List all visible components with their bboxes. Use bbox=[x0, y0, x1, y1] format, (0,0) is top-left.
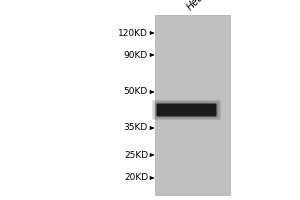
FancyBboxPatch shape bbox=[157, 104, 217, 116]
Text: Heart: Heart bbox=[185, 0, 211, 12]
FancyBboxPatch shape bbox=[152, 100, 221, 120]
FancyBboxPatch shape bbox=[154, 101, 220, 119]
Text: 35KD: 35KD bbox=[124, 123, 148, 132]
Text: 50KD: 50KD bbox=[124, 88, 148, 97]
Text: 120KD: 120KD bbox=[118, 28, 148, 38]
Bar bbox=[155, 15, 230, 195]
Text: 25KD: 25KD bbox=[124, 150, 148, 160]
Text: 20KD: 20KD bbox=[124, 173, 148, 182]
FancyBboxPatch shape bbox=[155, 102, 218, 118]
Text: 90KD: 90KD bbox=[124, 50, 148, 60]
